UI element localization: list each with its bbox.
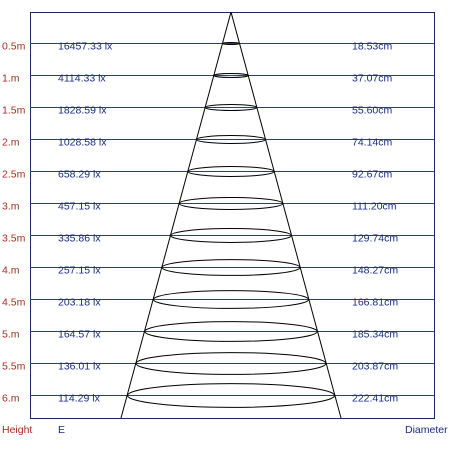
diameter-label: 74.14cm: [352, 136, 393, 148]
illuminance-label: 658.29 lx: [58, 168, 101, 180]
height-label: 3.5m: [2, 232, 26, 244]
illuminance-label: 257.15 lx: [58, 264, 101, 276]
height-label: 5.5m: [2, 360, 26, 372]
diameter-label: 55.60cm: [352, 104, 393, 116]
diameter-label: 185.34cm: [352, 328, 398, 340]
illuminance-label: 457.15 lx: [58, 200, 101, 212]
diameter-label: 166.81cm: [352, 296, 398, 308]
height-label: 2.5m: [2, 168, 26, 180]
height-label: 2.m: [2, 136, 20, 148]
diameter-label: 111.20cm: [352, 200, 397, 212]
illuminance-label: 136.01 lx: [58, 360, 101, 372]
illuminance-label: 16457.33 lx: [58, 40, 113, 52]
height-label: 1.m: [2, 72, 20, 84]
frame: [30, 12, 435, 419]
illuminance-label: 114.29 lx: [58, 392, 101, 404]
footer-diameter: Diameter: [405, 424, 448, 436]
illuminance-label: 4114.33 lx: [58, 72, 106, 84]
illuminance-label: 1028.58 lx: [58, 136, 107, 148]
illuminance-label: 164.57 lx: [58, 328, 101, 340]
diameter-label: 203.87cm: [352, 360, 398, 372]
rows: 0.5m 16457.33 lx 18.53cm 1.m 4114.33 lx 37.07…: [2, 40, 434, 408]
diameter-label: 222.41cm: [352, 392, 398, 404]
height-label: 5.m: [2, 328, 20, 340]
diameter-label: 129.74cm: [352, 232, 398, 244]
illuminance-label: 1828.59 lx: [58, 104, 107, 116]
height-label: 1.5m: [2, 104, 26, 116]
diameter-label: 37.07cm: [352, 72, 393, 84]
height-label: 0.5m: [2, 40, 26, 52]
footer-illuminance: E: [58, 424, 65, 436]
footer-height: Height: [2, 424, 32, 436]
cone-edge: [120, 11, 232, 419]
diameter-label: 18.53cm: [352, 40, 393, 52]
illuminance-label: 203.18 lx: [58, 296, 101, 308]
diameter-label: 92.67cm: [352, 168, 393, 180]
diameter-label: 148.27cm: [352, 264, 398, 276]
illuminance-label: 335.86 lx: [58, 232, 101, 244]
height-label: 4.5m: [2, 296, 26, 308]
height-label: 4.m: [2, 264, 20, 276]
cone-edge: [230, 11, 342, 419]
height-label: 6.m: [2, 392, 20, 404]
height-label: 3.m: [2, 200, 20, 212]
